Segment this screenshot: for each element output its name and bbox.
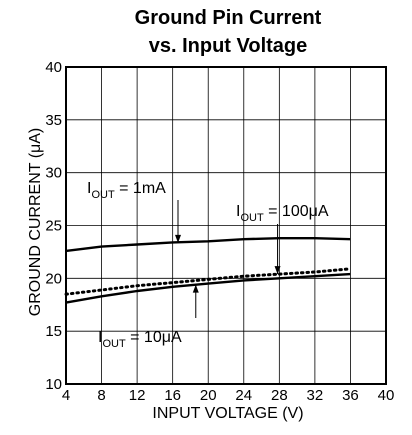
series-line-3 <box>65 272 351 304</box>
chart-title-line-2: vs. Input Voltage <box>149 35 308 57</box>
y-axis-label: GROUND CURRENT (μA) <box>27 128 44 316</box>
y-tick-label: 10 <box>45 376 62 393</box>
series-line-2 <box>64 267 352 296</box>
annotation-arrowhead <box>274 266 281 275</box>
x-tick-label: 16 <box>164 387 181 404</box>
x-tick-label: 4 <box>62 387 70 404</box>
y-tick-label: 40 <box>45 59 62 76</box>
series-annotation-2: IOUT = 100μA <box>236 203 329 224</box>
grid <box>65 66 387 385</box>
annotation-arrowhead <box>192 284 199 293</box>
chart-title-line-1: Ground Pin Current <box>135 7 322 29</box>
series-annotation-3: IOUT = 10μA <box>98 329 182 350</box>
y-tick-label: 35 <box>45 112 62 129</box>
x-tick-label: 8 <box>97 387 105 404</box>
x-axis-label: INPUT VOLTAGE (V) <box>152 405 303 422</box>
x-tick-label: 28 <box>271 387 288 404</box>
x-tick-label: 12 <box>129 387 146 404</box>
series-annotation-1: IOUT = 1mA <box>87 180 166 201</box>
y-tick-label: 25 <box>45 218 62 235</box>
x-tick-label: 20 <box>200 387 217 404</box>
series-line-1 <box>65 236 351 253</box>
x-tick-label: 40 <box>378 387 395 404</box>
annotations: IOUT = 1mA IOUT = 100μA IOUT = 10μA <box>87 180 329 350</box>
x-tick-label: 36 <box>342 387 359 404</box>
y-tick-label: 15 <box>45 323 62 340</box>
annotation-arrowhead <box>175 234 181 243</box>
y-tick-label: 20 <box>45 270 62 287</box>
tick-labels: 4 8 12 16 20 24 28 32 36 40 10 15 20 25 30 35 40 <box>45 59 394 404</box>
series-group <box>64 236 352 304</box>
x-tick-label: 32 <box>307 387 324 404</box>
y-tick-label: 30 <box>45 165 62 182</box>
plot-frame <box>65 66 387 385</box>
x-tick-label: 24 <box>235 387 252 404</box>
